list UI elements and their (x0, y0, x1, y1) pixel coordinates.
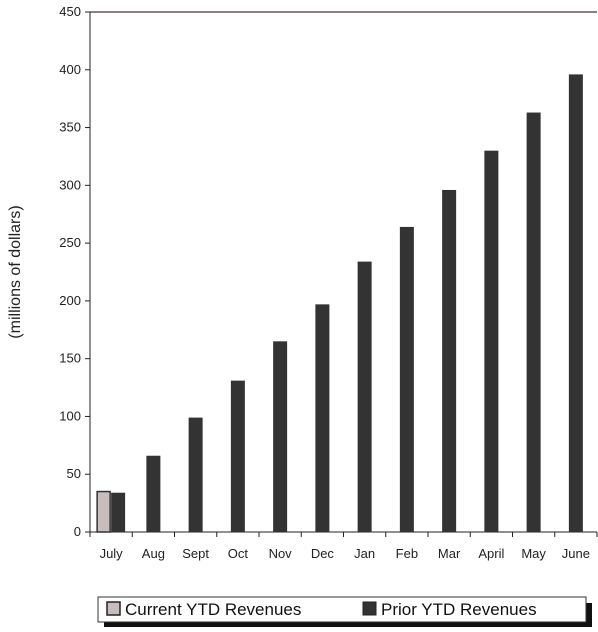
bar-prior-july (111, 492, 126, 532)
y-tick-label-250: 250 (59, 235, 81, 250)
bar-prior-jan (357, 261, 372, 532)
x-tick-label-mar: Mar (438, 546, 461, 561)
plot-area: 0 50 100 150 200 250 300 350 400 450 July Aug Sept Oc… (59, 4, 598, 561)
legend-swatch-prior (362, 601, 377, 616)
bar-prior-dec (315, 304, 330, 532)
y-axis-label: (millions of dollars) (7, 205, 24, 338)
y-tick-label-350: 350 (59, 120, 81, 135)
x-tick-label-july: July (100, 546, 124, 561)
x-tick-label-may: May (521, 546, 546, 561)
bar-prior-nov (273, 341, 288, 532)
y-tick-label-100: 100 (59, 408, 81, 423)
legend: Current YTD Revenues Prior YTD Revenues (97, 596, 592, 627)
bar-prior-aug (146, 455, 161, 532)
bar-prior-june (568, 74, 583, 533)
x-tick-label-sept: Sept (182, 546, 209, 561)
bar-prior-mar (442, 189, 457, 532)
x-tick-label-april: April (478, 546, 504, 561)
x-tick-label-feb: Feb (396, 546, 418, 561)
legend-box (97, 596, 587, 623)
bar-prior-oct (230, 380, 245, 532)
bar-prior-feb (399, 226, 414, 532)
y-tick-label-50: 50 (67, 466, 81, 481)
bar-current-july (96, 490, 111, 533)
y-tick-label-400: 400 (59, 62, 81, 77)
legend-label-current: Current YTD Revenues (125, 600, 301, 619)
x-tick-label-nov: Nov (269, 546, 293, 561)
x-tick-label-june: June (562, 546, 590, 561)
y-tick-label-200: 200 (59, 293, 81, 308)
x-tick-label-aug: Aug (142, 546, 165, 561)
y-tick-label-450: 450 (59, 4, 81, 19)
x-tick-label-jan: Jan (354, 546, 375, 561)
x-tick-label-oct: Oct (228, 546, 249, 561)
bar-prior-april (484, 150, 499, 532)
bar-prior-sept (188, 417, 203, 532)
y-tick-label-150: 150 (59, 351, 81, 366)
legend-swatch-current (106, 601, 121, 616)
legend-label-prior: Prior YTD Revenues (381, 600, 537, 619)
y-tick-label-300: 300 (59, 177, 81, 192)
y-tick-label-0: 0 (74, 524, 81, 539)
x-tick-label-dec: Dec (311, 546, 335, 561)
bar-prior-may (526, 112, 541, 533)
